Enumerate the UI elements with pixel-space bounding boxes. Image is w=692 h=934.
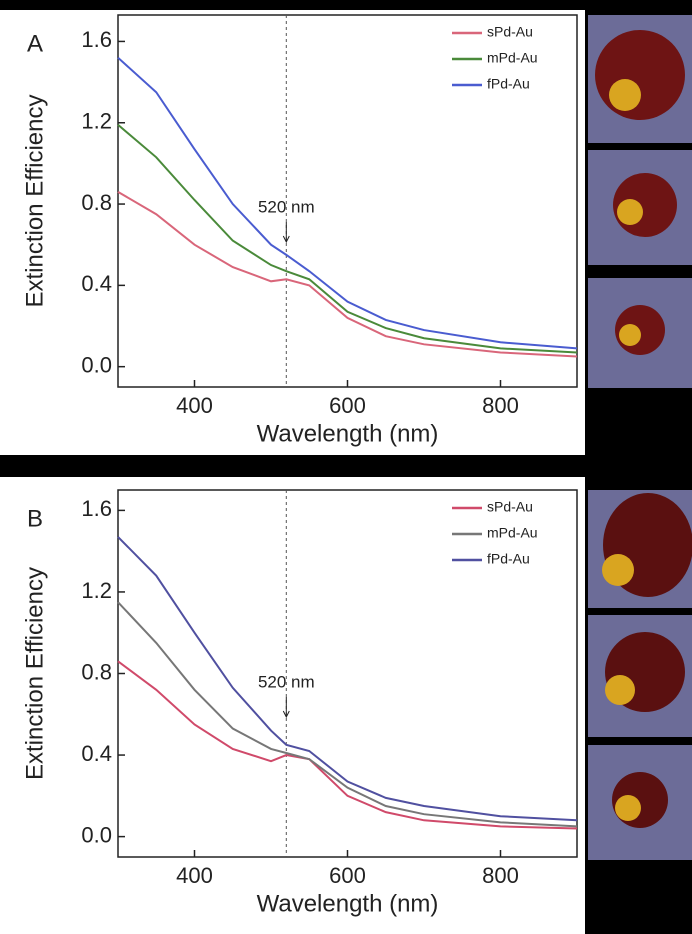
annotation: 520 nm	[258, 672, 315, 691]
annotation-arrow	[282, 222, 290, 244]
series-line	[117, 601, 578, 828]
x-axis-label: Wavelength (nm)	[257, 420, 439, 447]
series-line	[117, 190, 578, 358]
legend-label: fPd-Au	[487, 551, 530, 567]
y-tick-label: 0.4	[81, 271, 112, 296]
annotation: 520 nm	[258, 197, 315, 216]
y-tick-label: 0.8	[81, 190, 112, 215]
plot-frame	[117, 489, 578, 858]
separator-band	[0, 455, 692, 477]
y-tick-label: 1.6	[81, 27, 112, 52]
x-tick-label: 800	[482, 863, 519, 888]
plot-frame	[117, 14, 578, 388]
series-line	[117, 124, 578, 354]
legend-label: fPd-Au	[487, 76, 530, 92]
x-tick-label: 400	[176, 863, 213, 888]
y-tick-label: 1.2	[81, 109, 112, 134]
legend-label: sPd-Au	[487, 499, 533, 515]
annotation-arrow	[282, 697, 290, 719]
series-line	[117, 536, 578, 822]
y-tick-label: 0.0	[81, 822, 112, 847]
y-axis-label: Extinction Efficiency	[21, 567, 48, 780]
x-tick-label: 400	[176, 393, 213, 418]
x-tick-label: 800	[482, 393, 519, 418]
x-axis-label: Wavelength (nm)	[257, 890, 439, 917]
legend-label: mPd-Au	[487, 525, 538, 541]
legend-label: mPd-Au	[487, 50, 538, 66]
legend-label: sPd-Au	[487, 24, 533, 40]
y-tick-label: 0.8	[81, 659, 112, 684]
x-tick-label: 600	[329, 393, 366, 418]
top-band	[0, 0, 692, 10]
y-tick-label: 0.4	[81, 741, 112, 766]
panel-label: A	[27, 30, 43, 57]
y-tick-label: 0.0	[81, 352, 112, 377]
model-images	[588, 15, 692, 860]
y-axis-label: Extinction Efficiency	[21, 95, 48, 308]
series-line	[117, 56, 578, 350]
y-tick-label: 1.6	[81, 496, 112, 521]
x-tick-label: 600	[329, 863, 366, 888]
series-line	[117, 660, 578, 830]
y-tick-label: 1.2	[81, 578, 112, 603]
panel-label: B	[27, 505, 43, 532]
